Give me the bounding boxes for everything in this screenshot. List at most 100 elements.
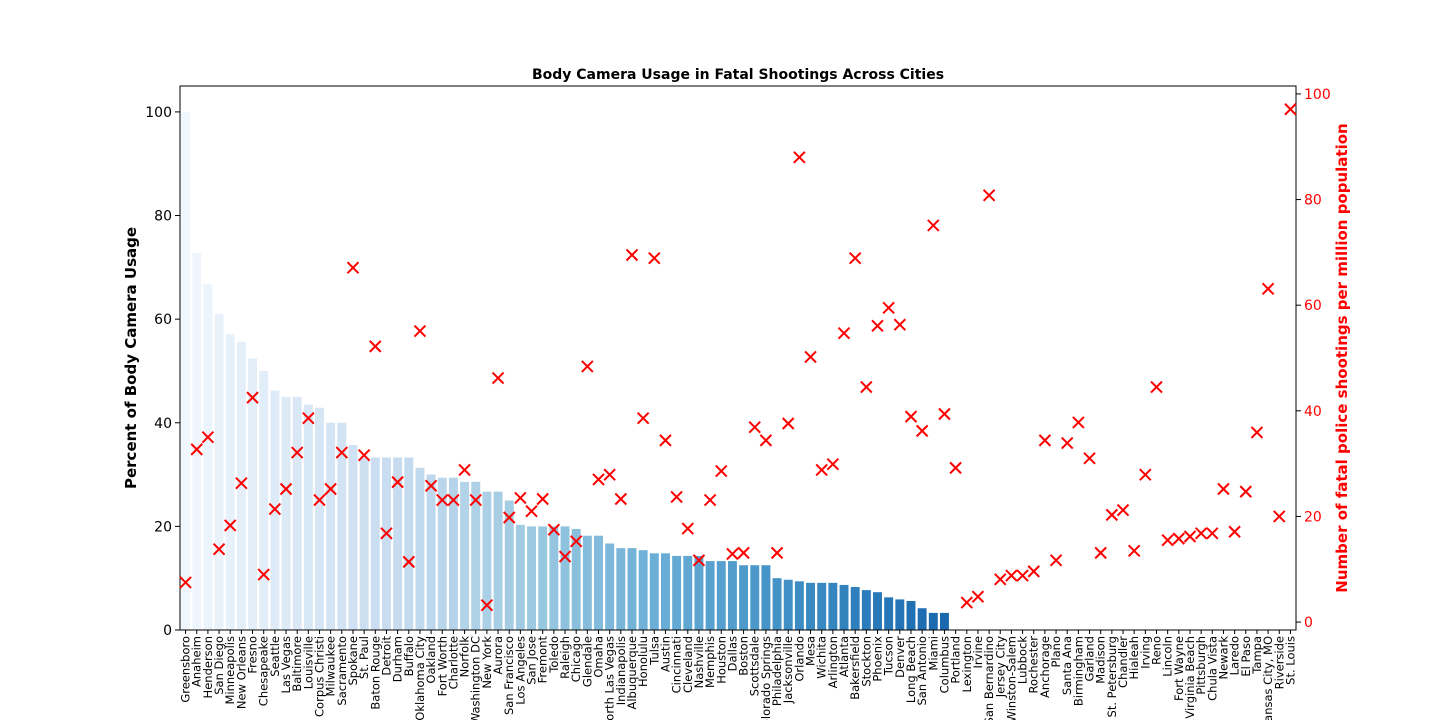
marker-40	[625, 248, 639, 262]
marker-stroke-b	[1239, 485, 1252, 498]
marker-24	[447, 493, 460, 507]
marker-stroke-b	[224, 519, 237, 532]
marker-3	[212, 542, 226, 556]
bar-66	[917, 608, 927, 630]
marker-21	[413, 324, 427, 338]
marker-stroke-b	[837, 326, 851, 340]
marker-69	[949, 461, 962, 475]
marker-31	[525, 504, 538, 518]
x-tick-label-5: New Orleans	[234, 636, 248, 709]
bar-32	[538, 526, 548, 630]
x-tick-label-24: Charlotte	[446, 636, 460, 689]
marker-stroke-b	[324, 482, 337, 496]
x-tick-label-82: Madison	[1094, 636, 1108, 684]
x-tick-label-12: Corpus Christi	[313, 636, 327, 717]
x-tick-label-52: Colorado Springs	[759, 636, 773, 720]
x-tick-label-58: Arlington	[826, 636, 840, 688]
x-tick-label-33: Toledo	[547, 636, 561, 674]
x-tick-label-27: New York	[480, 636, 494, 689]
y2-tick-label-20: 20	[1304, 509, 1322, 525]
bar-35	[571, 528, 581, 630]
marker-1	[190, 443, 203, 456]
marker-stroke-b	[1161, 534, 1174, 547]
marker-stroke-b	[648, 251, 661, 265]
marker-0	[179, 576, 192, 589]
bar-51	[750, 565, 760, 630]
marker-stroke-b	[279, 482, 293, 496]
x-tick-label-91: Pittsburgh	[1194, 636, 1208, 695]
x-tick-label-98: Riverside	[1272, 636, 1286, 689]
bar-14	[337, 422, 347, 630]
bar-11	[303, 404, 313, 630]
marker-stroke-b	[1027, 565, 1040, 578]
x-tick-label-92: Chula Vista	[1205, 636, 1219, 701]
bar-42	[649, 553, 659, 630]
marker-stroke-b	[391, 475, 404, 489]
marker-6	[246, 391, 259, 404]
bar-61	[861, 590, 871, 630]
marker-stroke-b	[503, 511, 516, 524]
marker-stroke-b	[1016, 569, 1029, 582]
x-tick-label-3: San Diego	[212, 636, 226, 695]
marker-stroke-b	[871, 319, 884, 332]
marker-42	[648, 251, 661, 265]
marker-stroke-b	[1127, 544, 1141, 557]
marker-stroke-b	[670, 490, 683, 504]
x-tick-label-6: Fresno	[246, 636, 260, 674]
x-tick-label-49: Dallas	[725, 636, 739, 671]
marker-stroke-b	[302, 412, 315, 425]
marker-stroke-b	[1005, 569, 1018, 582]
marker-stroke-b	[447, 493, 460, 507]
marker-97	[1261, 282, 1275, 296]
x-tick-label-86: Irving	[1138, 636, 1152, 669]
marker-stroke-b	[235, 476, 248, 490]
marker-stroke-b	[960, 596, 973, 609]
x-tick-label-81: Garland	[1083, 636, 1097, 682]
x-tick-label-80: Birmingham	[1071, 636, 1085, 706]
marker-stroke-b	[480, 598, 494, 612]
marker-stroke-b	[514, 491, 527, 505]
bar-20	[404, 457, 414, 630]
bar-50	[739, 565, 749, 630]
x-tick-label-41: Honolulu	[636, 636, 650, 687]
marker-stroke-b	[770, 546, 784, 560]
x-tick-label-70: Lexington	[960, 636, 974, 693]
bars-layer	[181, 111, 949, 630]
x-tick-label-51: Scottsdale	[748, 636, 762, 696]
x-tick-label-20: Buffalo	[402, 636, 416, 676]
bar-36	[582, 535, 592, 630]
x-tick-label-63: Tucson	[882, 636, 896, 676]
marker-17	[369, 340, 382, 353]
marker-14	[335, 446, 349, 459]
marker-stroke-b	[804, 350, 817, 364]
marker-67	[927, 219, 940, 232]
marker-stroke-b	[581, 360, 594, 373]
x-tick-label-50: Boston	[737, 636, 751, 676]
marker-stroke-b	[1083, 452, 1096, 465]
bar-54	[783, 579, 793, 630]
y-tick-label-0: 0	[163, 623, 172, 639]
x-tick-label-9: Las Vegas	[279, 636, 293, 694]
marker-79	[1061, 436, 1074, 450]
marker-stroke-b	[971, 590, 985, 603]
bar-43	[661, 553, 670, 630]
marker-58	[826, 457, 840, 471]
bar-58	[828, 582, 838, 630]
marker-stroke-b	[569, 535, 583, 548]
x-tick-label-68: Columbus	[937, 636, 951, 693]
marker-stroke-b	[246, 391, 259, 404]
bar-64	[895, 599, 905, 630]
marker-stroke-b	[726, 547, 739, 561]
marker-stroke-b	[290, 446, 304, 459]
bar-49	[727, 561, 737, 630]
marker-94	[1228, 525, 1241, 538]
bar-47	[705, 561, 715, 630]
marker-stroke-b	[915, 424, 929, 438]
marker-stroke-b	[268, 502, 282, 516]
y-tick-label-60: 60	[154, 312, 172, 328]
marker-78	[1049, 554, 1063, 567]
marker-93	[1217, 482, 1230, 496]
x-tick-label-1: Anaheim	[190, 636, 204, 687]
bar-52	[761, 565, 771, 630]
y-tick-label-100: 100	[145, 105, 172, 121]
